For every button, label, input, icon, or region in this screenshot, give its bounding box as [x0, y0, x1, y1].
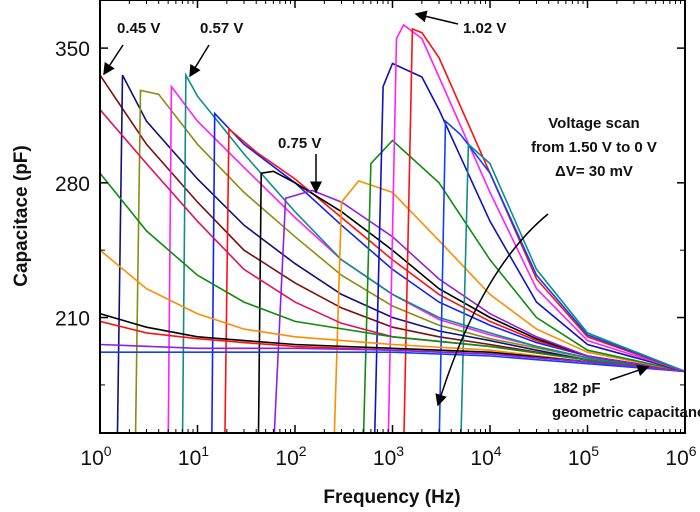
x-tick-exponent: 6	[689, 443, 697, 459]
y-tick-label: 350	[55, 38, 90, 61]
series-line-4	[181, 72, 685, 433]
annotation-0.45V: 0.45 V	[117, 20, 160, 37]
x-tick-exponent: 0	[104, 443, 112, 459]
x-tick-exponent: 3	[396, 443, 404, 459]
y-tick-label: 210	[55, 308, 90, 331]
series-line-10	[362, 139, 685, 433]
x-tick-label: 100	[80, 443, 111, 470]
series-line-8	[273, 189, 685, 433]
annotation-1.02V: 1.02 V	[463, 20, 506, 37]
x-tick-label: 101	[178, 443, 209, 470]
annotation-geo-line2: geometric capacitance	[552, 404, 700, 421]
x-tick-exponent: 1	[201, 443, 209, 459]
arrow-1.02V	[414, 10, 459, 25]
x-tick-exponent: 5	[591, 443, 599, 459]
x-tick-exponent: 4	[494, 443, 502, 459]
y-axis-label: Capacitace (pF)	[11, 145, 32, 286]
series-line-1	[116, 74, 685, 433]
x-tick-label: 102	[275, 443, 306, 470]
x-axis-label: Frequency (Hz)	[323, 487, 460, 508]
annotation-scan-line3: ΔV= 30 mV	[555, 163, 633, 180]
annotation-scan-line2: from 1.50 V to 0 V	[531, 139, 657, 156]
annotation-0.57V: 0.57 V	[200, 20, 243, 37]
x-tick-label: 105	[568, 443, 599, 470]
series-line-21	[100, 351, 685, 373]
series-line-13	[403, 27, 685, 433]
y-tick-label: 280	[55, 173, 90, 196]
arrow-0.57V	[189, 44, 210, 78]
series-line-2	[134, 89, 685, 433]
annotation-geo-line1: 182 pF	[553, 380, 601, 397]
series-group	[100, 23, 685, 433]
annotation-scan-line1: Voltage scan	[548, 115, 639, 132]
arrow-geo	[609, 364, 650, 381]
arrow-scan	[435, 213, 549, 407]
series-line-17	[100, 172, 685, 373]
x-tick-label: 106	[665, 443, 696, 470]
series-line-11	[373, 62, 685, 433]
annotation-0.75V: 0.75 V	[278, 135, 321, 152]
x-tick-exponent: 2	[299, 443, 307, 459]
series-line-22	[100, 343, 685, 373]
series-line-12	[387, 23, 685, 433]
series-line-15	[460, 142, 685, 433]
arrow-0.45V	[103, 44, 124, 76]
series-line-14	[438, 119, 685, 433]
x-tick-label: 103	[373, 443, 404, 470]
series-line-9	[333, 179, 685, 433]
x-tick-label: 104	[470, 443, 501, 470]
